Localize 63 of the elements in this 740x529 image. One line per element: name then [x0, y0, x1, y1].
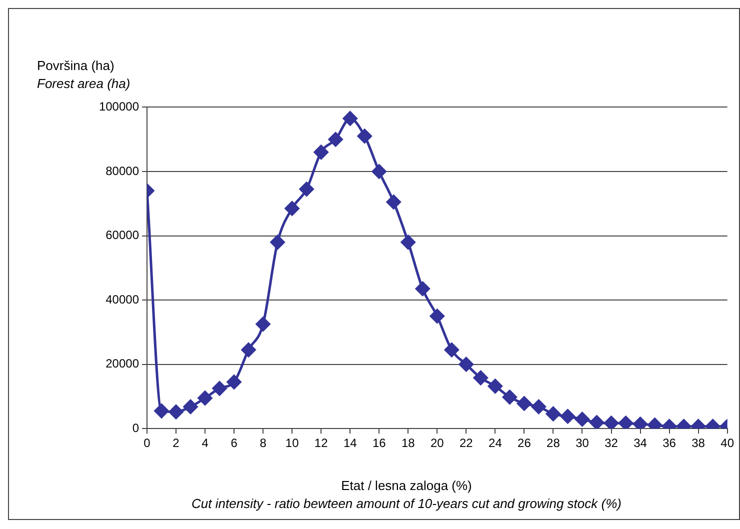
- x-axis-title: Etat / lesna zaloga (%) Cut intensity - ratio bewteen amount of 10-years cut and growing stock (%): [190, 477, 622, 513]
- point: [531, 399, 546, 414]
- y-tick-label: 60000: [106, 228, 140, 242]
- x-tick-label: 14: [343, 436, 358, 450]
- point: [299, 182, 314, 196]
- y-tick-label: 20000: [106, 356, 140, 371]
- x-tick-label: 18: [401, 436, 416, 450]
- point: [226, 374, 242, 390]
- point: [241, 342, 256, 358]
- x-tick-label: 16: [372, 436, 386, 450]
- point: [458, 357, 474, 372]
- point: [574, 412, 590, 427]
- x-tick-label: 30: [576, 436, 590, 450]
- x-tick-label: 32: [604, 436, 618, 450]
- x-tick-label: 38: [692, 436, 706, 450]
- x-tick-label: 36: [662, 436, 676, 450]
- point: [618, 416, 634, 429]
- point: [256, 316, 270, 332]
- point: [183, 399, 198, 414]
- point: [357, 128, 372, 144]
- point: [400, 234, 416, 250]
- y-tick-label: 40000: [106, 292, 140, 306]
- x-tick-label: 2: [172, 436, 180, 450]
- x-tick-label: 20: [430, 436, 444, 450]
- point: [328, 132, 343, 147]
- point: [284, 201, 300, 216]
- x-tick-label: 28: [546, 436, 560, 450]
- point: [270, 234, 285, 250]
- point: [314, 144, 328, 160]
- point: [168, 404, 184, 420]
- x-tick-label: 40: [720, 436, 734, 450]
- x-tick-label: 6: [230, 436, 238, 450]
- point: [516, 396, 532, 411]
- point: [590, 415, 604, 429]
- point: [473, 370, 488, 386]
- y-axis-title: Površina (ha) Forest area (ha): [37, 57, 130, 93]
- x-tick-label: 34: [634, 436, 648, 450]
- point: [198, 390, 212, 406]
- y-tick-label: 0: [132, 420, 140, 435]
- x-tick-label: 0: [144, 436, 151, 450]
- point: [212, 381, 227, 396]
- x-tick-label: 12: [314, 436, 328, 450]
- x-tick-label: 22: [460, 436, 474, 450]
- point: [415, 282, 430, 296]
- x-tick-label: 24: [488, 436, 502, 450]
- point: [430, 308, 444, 324]
- point: [633, 416, 648, 429]
- point: [386, 194, 401, 210]
- point: [604, 416, 619, 429]
- x-tick-label: 26: [518, 436, 532, 450]
- point: [372, 164, 386, 179]
- y-tick-label: 80000: [106, 164, 140, 178]
- x-tick-label: 4: [202, 436, 209, 450]
- point: [488, 378, 502, 394]
- point: [154, 404, 169, 418]
- point: [560, 409, 575, 424]
- point: [502, 390, 517, 404]
- point: [444, 342, 459, 358]
- y-tick-label: 100000: [98, 100, 140, 114]
- x-tick-label: 10: [285, 436, 300, 450]
- point: [342, 111, 358, 126]
- x-tick-label: 8: [260, 436, 267, 450]
- point: [546, 406, 560, 422]
